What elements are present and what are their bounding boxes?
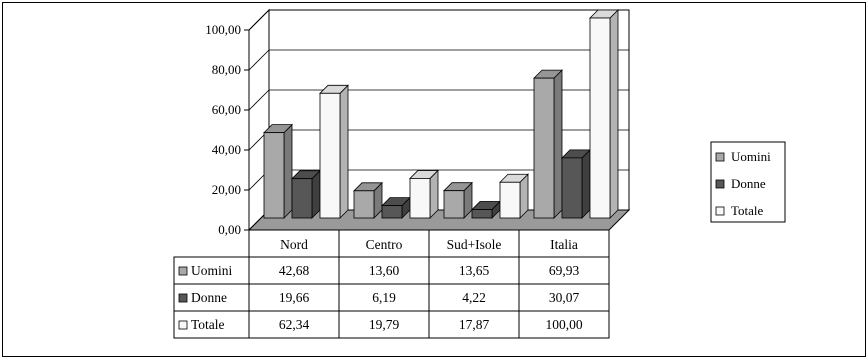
y-axis: 0,00 20,00 40,00 60,00 80,00 100,00 <box>205 22 250 237</box>
table-row <box>173 310 610 339</box>
bar-side <box>339 84 349 219</box>
bar-totale-italia <box>589 9 619 219</box>
table-cell: 19,79 <box>369 317 400 332</box>
table-cell: 13,65 <box>459 263 490 278</box>
y-tick-label: 60,00 <box>212 102 241 117</box>
table-swatch-donne <box>178 293 188 303</box>
bar-uomini-centro <box>353 181 383 219</box>
bar-side <box>553 69 563 219</box>
y-tick-label: 40,00 <box>212 142 241 157</box>
table-header-centro: Centro <box>366 237 403 252</box>
data-table: Nord Centro Sud+Isole Italia Uomini 42,68 13,6… <box>173 229 610 339</box>
bar-donne-italia <box>561 148 591 219</box>
table-cell: 4,22 <box>462 290 486 305</box>
gridline <box>248 49 629 71</box>
table-cell: 42,68 <box>279 263 310 278</box>
table-cell: 17,87 <box>459 317 490 332</box>
bar-totale-nord <box>319 84 349 219</box>
bar-front <box>353 190 375 219</box>
legend-label-totale: Totale <box>731 203 764 218</box>
bar-front <box>499 181 521 219</box>
table-row-label-donne: Donne <box>191 290 227 305</box>
legend: Uomini Donne Totale <box>710 141 786 223</box>
legend-label-uomini: Uomini <box>731 149 771 164</box>
table-cell: 100,00 <box>545 317 582 332</box>
bar-totale-sud+isole <box>499 173 529 219</box>
bar-front <box>381 205 403 219</box>
y-tick-label: 80,00 <box>212 62 241 77</box>
table-swatch-uomini <box>178 266 188 276</box>
table-cell: 69,93 <box>549 263 580 278</box>
table-cell: 30,07 <box>549 290 580 305</box>
bar-front <box>533 77 555 219</box>
bar-side <box>609 9 619 219</box>
y-tick-label: 0,00 <box>218 222 241 237</box>
legend-swatch-donne <box>715 179 725 189</box>
bar-uomini-nord <box>263 123 293 219</box>
bar-totale-centro <box>409 169 439 219</box>
bar-front <box>263 132 285 219</box>
legend-swatch-uomini <box>715 152 725 162</box>
y-tick-label: 100,00 <box>205 22 241 37</box>
bar-donne-nord <box>291 169 321 219</box>
legend-swatch-totale <box>715 206 725 216</box>
table-cell: 62,34 <box>279 317 310 332</box>
bar-front <box>409 178 431 219</box>
table-header-sud+isole: Sud+Isole <box>447 237 502 252</box>
gridline <box>248 89 629 111</box>
plot-area <box>247 8 631 232</box>
bar-front <box>589 17 611 219</box>
table-cell: 6,19 <box>372 290 396 305</box>
legend-label-donne: Donne <box>731 176 766 191</box>
bar-front <box>443 190 465 219</box>
bar-front <box>561 157 583 219</box>
bar-side <box>283 123 293 219</box>
table-row-label-uomini: Uomini <box>191 263 233 278</box>
bar-donne-centro <box>381 196 411 219</box>
bar-front <box>291 178 313 219</box>
bar-side <box>581 148 591 219</box>
table-header-nord: Nord <box>280 237 308 252</box>
gridline <box>248 9 629 31</box>
table-cell: 13,60 <box>369 263 400 278</box>
table-cell: 19,66 <box>279 290 310 305</box>
y-tick-label: 20,00 <box>212 182 241 197</box>
table-swatch-totale <box>178 320 188 330</box>
bar-uomini-italia <box>533 69 563 219</box>
bar-front <box>471 209 493 219</box>
table-header-italia: Italia <box>550 237 578 252</box>
bar-front <box>319 92 341 219</box>
bar-uomini-sud+isole <box>443 181 473 219</box>
table-row-label-totale: Totale <box>191 317 225 332</box>
